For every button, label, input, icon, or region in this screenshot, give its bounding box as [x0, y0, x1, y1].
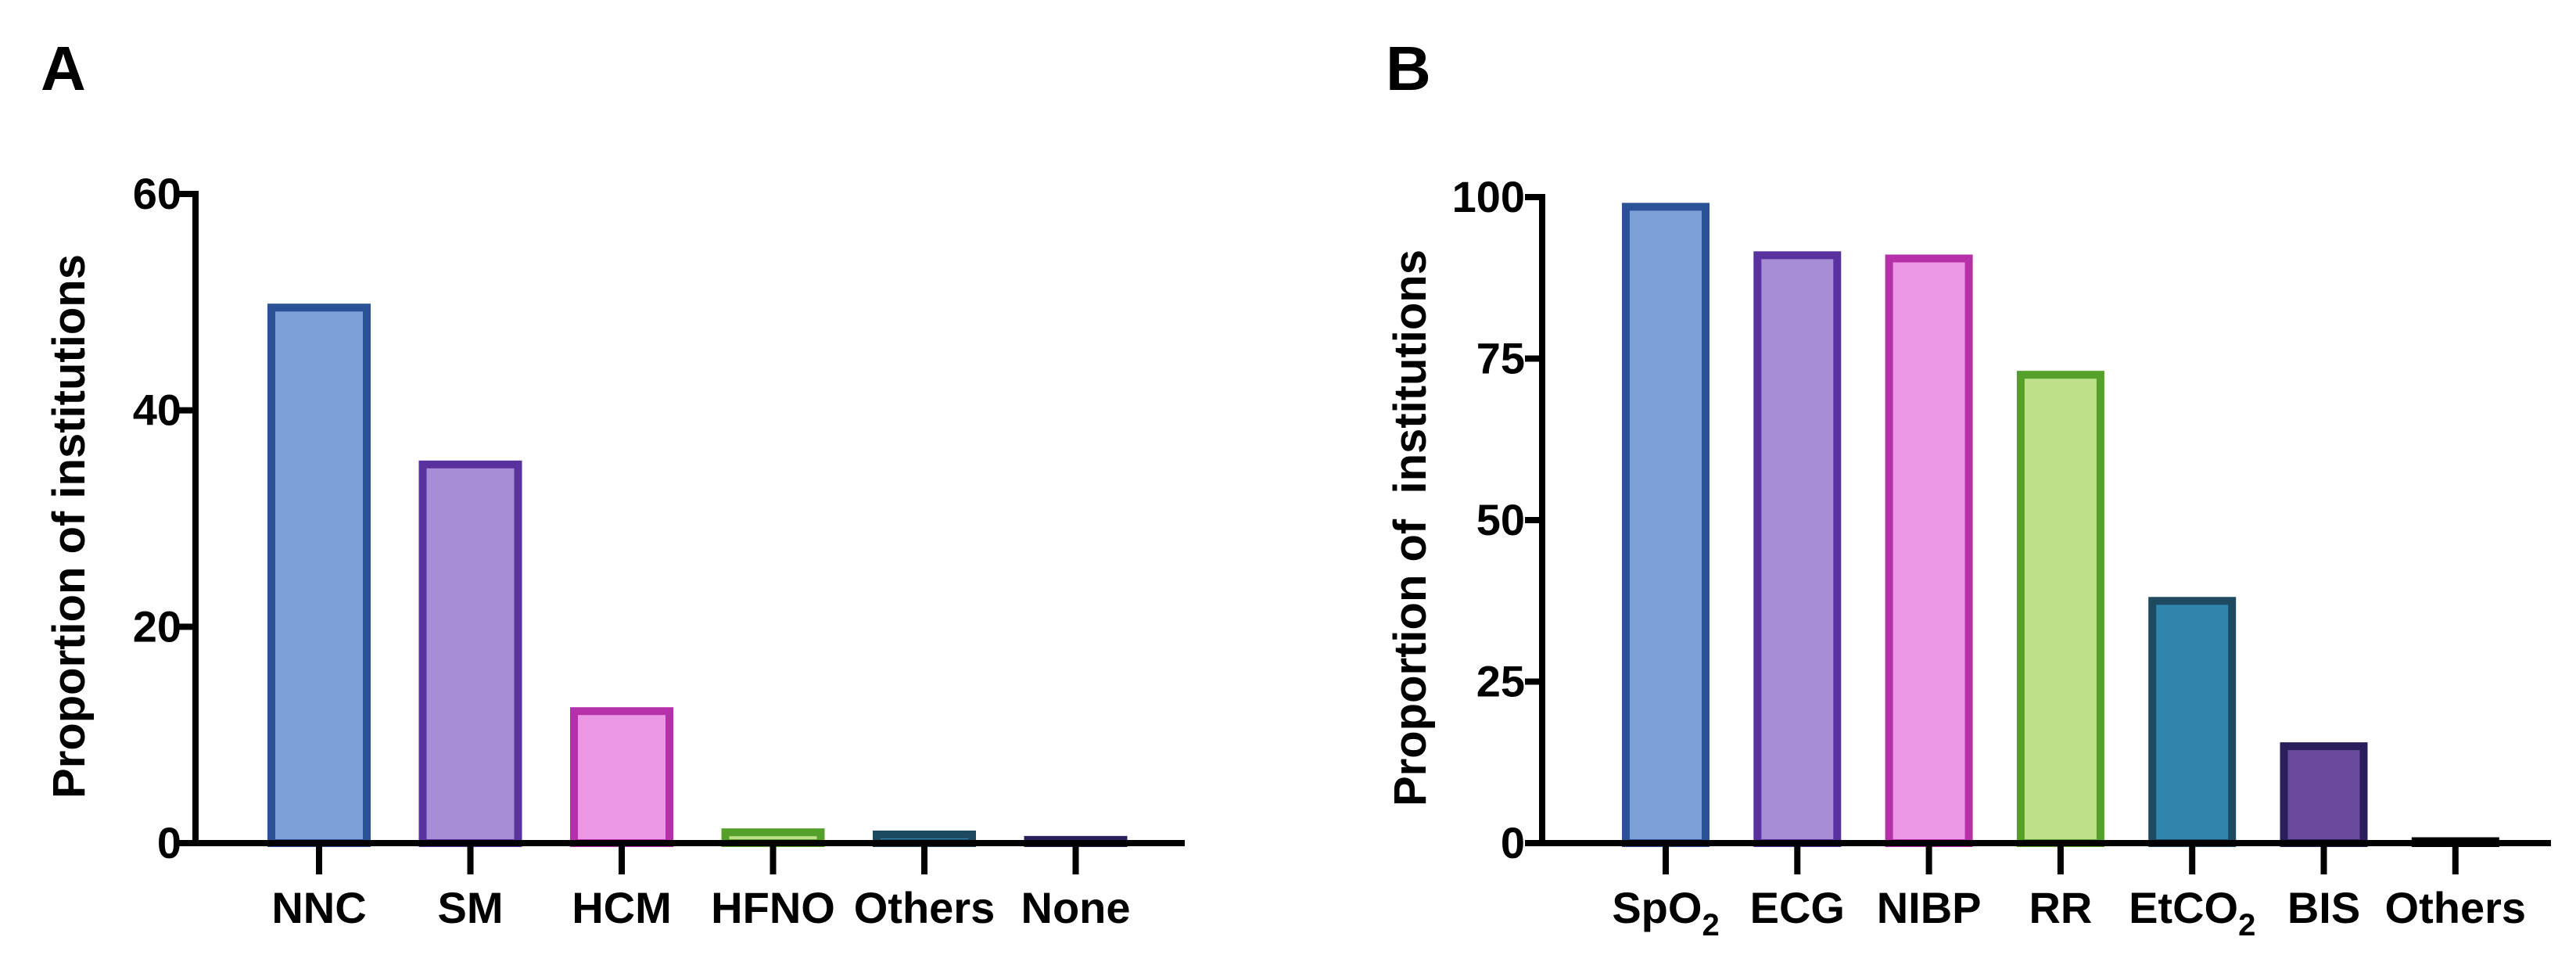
bar: [1885, 254, 1973, 848]
y-tick-label: 75: [1476, 334, 1525, 383]
x-tick-label: HFNO: [711, 883, 835, 932]
y-tick-label: 25: [1476, 657, 1525, 706]
bar: [1622, 203, 1710, 847]
x-tick-label: EtCO2: [2129, 883, 2255, 942]
chart-panel-a: 0 20 40 60 NNC SM HCM HFNO Others None Proportion …: [44, 169, 1185, 932]
y-axis-title: Proportion of institutions: [44, 254, 95, 799]
x-tick-label: NIBP: [1877, 883, 1982, 932]
x-tick-label: ECG: [1750, 883, 1845, 932]
bar: [2148, 597, 2237, 847]
x-tick-label: None: [1021, 883, 1131, 932]
y-tick-label: 0: [157, 818, 181, 867]
y-tick-label: 0: [1501, 818, 1525, 867]
x-tick-label: RR: [2029, 883, 2092, 932]
x-tick-label: SM: [438, 883, 504, 932]
bar: [2016, 371, 2104, 847]
y-tick-label: 50: [1476, 495, 1525, 544]
x-tick-label: BIS: [2287, 883, 2360, 932]
x-tick-label: Others: [854, 883, 996, 932]
y-axis-title: Proportion of institutions: [1385, 249, 1436, 806]
x-tick-label: NNC: [271, 883, 366, 932]
panel-letter-b: B: [1386, 34, 1431, 103]
y-tick-label: 100: [1452, 172, 1525, 221]
bar: [267, 303, 371, 847]
y-tick-label: 60: [133, 169, 181, 218]
y-tick-label: 20: [133, 601, 181, 651]
bar: [1753, 251, 1842, 847]
x-tick-label: Others: [2385, 883, 2527, 932]
bar: [418, 460, 522, 847]
y-tick-label: 40: [133, 386, 181, 435]
panel-letter-a: A: [41, 34, 86, 103]
x-tick-label: SpO2: [1612, 883, 1719, 942]
bar: [2280, 742, 2368, 847]
x-tick-label: HCM: [572, 883, 672, 932]
bar: [570, 707, 673, 847]
chart-panel-b: 0 25 50 75 100 SpO2 ECG NIBP RR EtCO2 BIS Others Pro…: [1385, 172, 2551, 942]
